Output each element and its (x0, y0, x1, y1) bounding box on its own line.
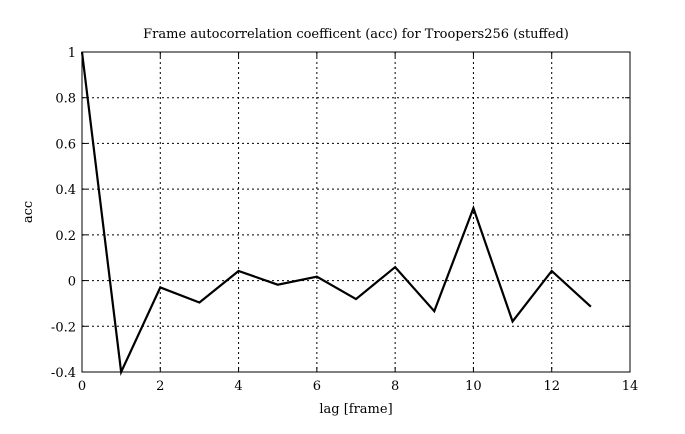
y-axis-label: acc (21, 201, 36, 223)
y-tick-label: 0.2 (55, 229, 76, 244)
x-tick-label: 2 (156, 379, 164, 394)
y-tick-label: 0.8 (55, 92, 76, 107)
x-tick-label: 14 (622, 379, 639, 394)
chart-title: Frame autocorrelation coefficent (acc) f… (143, 27, 569, 42)
x-tick-label: 4 (234, 379, 242, 394)
x-tick-label: 10 (465, 379, 482, 394)
y-tick-label: 0 (68, 275, 76, 290)
grid (81, 51, 631, 373)
x-axis-label: lag [frame] (319, 402, 392, 417)
x-tick-label: 8 (391, 379, 399, 394)
y-tick-label: -0.4 (51, 366, 76, 381)
y-tick-label: 0.4 (55, 183, 76, 198)
y-tick-label: 1 (68, 46, 76, 61)
plot-frame (81, 51, 631, 373)
series-line (80, 51, 592, 376)
ticks: 0 2 4 6 8 10 12 14 -0.4 -0.2 0 0.2 0.4 0.6 0.8 1 (51, 46, 638, 394)
y-tick-label: 0.6 (55, 137, 76, 152)
x-tick-label: 0 (78, 379, 86, 394)
x-tick-label: 6 (313, 379, 321, 394)
y-tick-label: -0.2 (51, 320, 76, 335)
x-tick-label: 12 (543, 379, 560, 394)
